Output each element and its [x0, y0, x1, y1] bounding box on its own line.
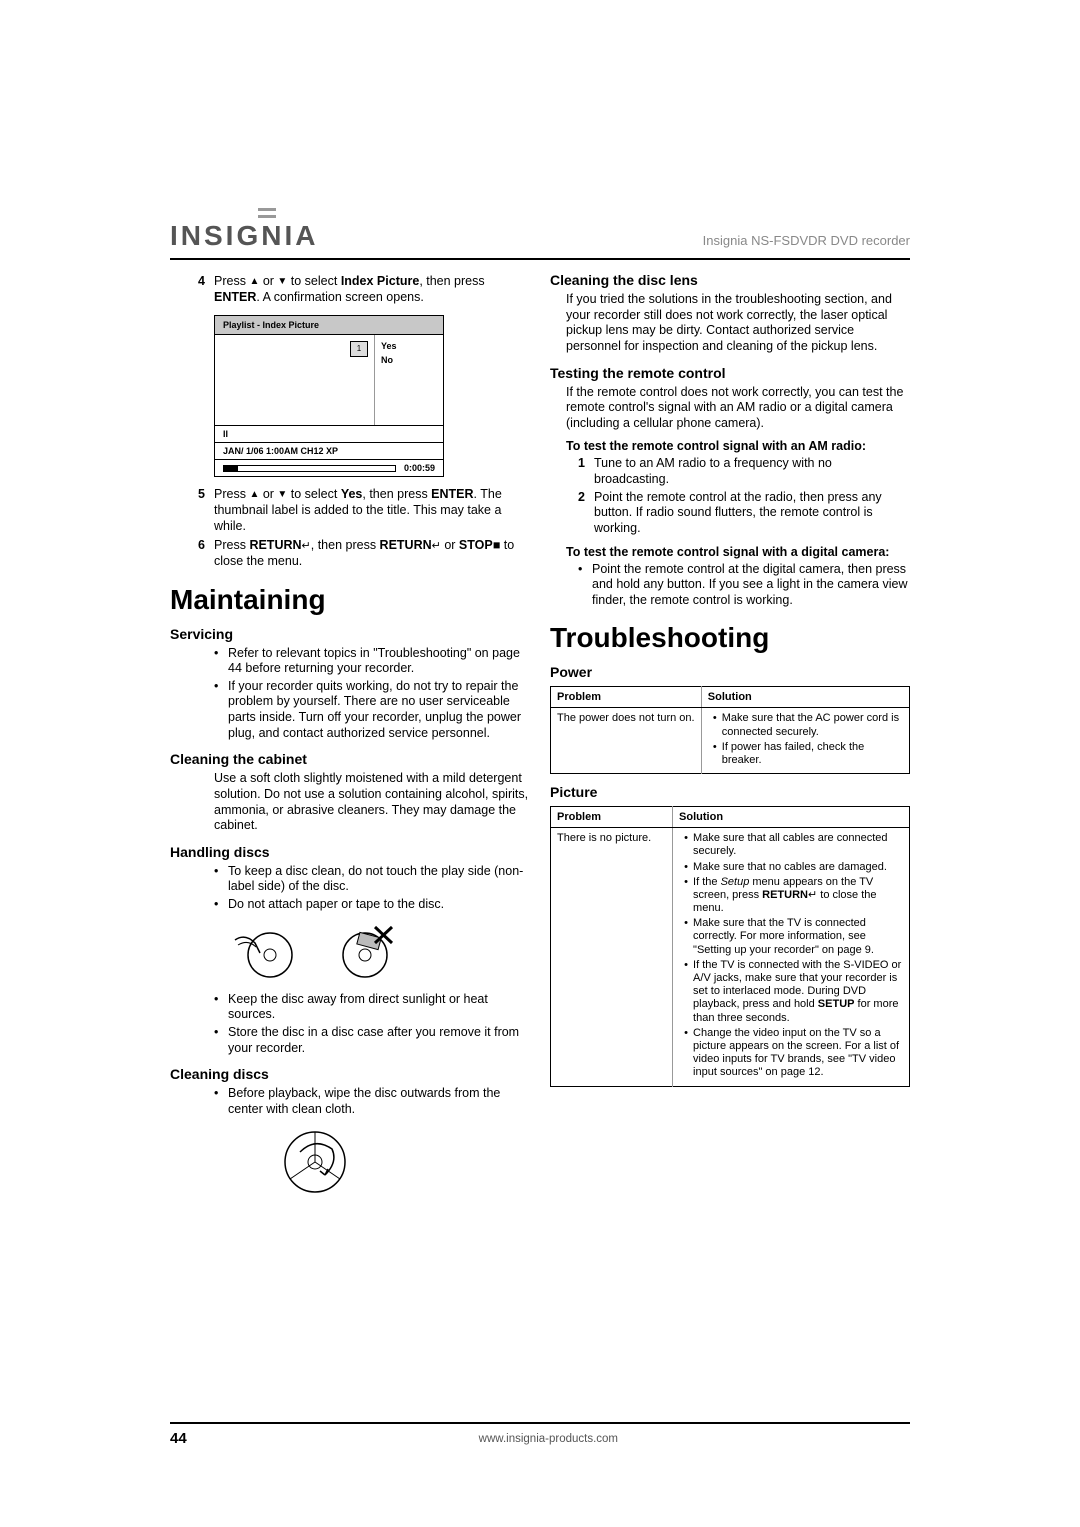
logo-accent	[258, 208, 276, 218]
down-arrow-icon: ▼	[277, 489, 287, 500]
bullet-item: •To keep a disc clean, do not touch the …	[214, 864, 530, 895]
progress-row: 0:00:59	[215, 459, 443, 476]
step-number: 4	[198, 274, 214, 305]
step-body: Press ▲ or ▼ to select Index Picture, th…	[214, 274, 530, 305]
step-number: 6	[198, 538, 214, 569]
header-row: INSIGNIA Insignia NS-FSDVDR DVD recorder	[170, 220, 910, 260]
dialog-footer: JAN/ 1/06 1:00AM CH12 XP	[215, 442, 443, 459]
logo-text: INSIGNIA	[170, 220, 318, 251]
picture-table: Problem Solution There is no picture. •M…	[550, 806, 910, 1086]
thumbnail-number: 1	[350, 341, 368, 357]
heading-picture: Picture	[550, 784, 910, 800]
right-column: Cleaning the disc lens If you tried the …	[550, 272, 910, 1197]
return-icon: ↵	[808, 889, 817, 901]
heading-servicing: Servicing	[170, 626, 530, 642]
disc-handling-icons	[230, 925, 530, 980]
heading-maintaining: Maintaining	[170, 584, 530, 616]
dialog-main: 1 Yes No	[215, 335, 443, 425]
bullet-item: •If your recorder quits working, do not …	[214, 679, 530, 742]
option-no[interactable]: No	[381, 355, 437, 365]
return-icon: ↵	[432, 540, 441, 552]
problem-cell: There is no picture.	[551, 828, 673, 1086]
power-table: Problem Solution The power does not turn…	[550, 686, 910, 774]
return-icon: ↵	[302, 540, 311, 552]
progress-bar	[223, 465, 396, 472]
dialog-options: Yes No	[375, 335, 443, 425]
step-6: 6 Press RETURN↵, then press RETURN↵ or S…	[198, 538, 530, 569]
elapsed-time: 0:00:59	[404, 463, 435, 473]
content-columns: 4 Press ▲ or ▼ to select Index Picture, …	[170, 272, 910, 1197]
dialog-title: Playlist - Index Picture	[215, 316, 443, 335]
paragraph: If you tried the solutions in the troubl…	[566, 292, 910, 355]
page-footer: 44 www.insignia-products.com	[170, 1422, 910, 1447]
product-name: Insignia NS-FSDVDR DVD recorder	[703, 233, 910, 252]
col-problem: Problem	[551, 687, 702, 708]
heading-troubleshooting: Troubleshooting	[550, 622, 910, 654]
heading-remote: Testing the remote control	[550, 365, 910, 381]
paragraph: If the remote control does not work corr…	[566, 385, 910, 432]
subheading-digital-camera: To test the remote control signal with a…	[566, 545, 910, 560]
pause-indicator: II	[215, 425, 443, 442]
disc-wipe-icon	[270, 1127, 530, 1197]
footer-url: www.insignia-products.com	[187, 1433, 910, 1445]
bullet-item: •Do not attach paper or tape to the disc…	[214, 897, 530, 913]
heading-power: Power	[550, 664, 910, 680]
heading-cabinet: Cleaning the cabinet	[170, 751, 530, 767]
step-number: 5	[198, 487, 214, 534]
solution-cell: •Make sure that all cables are connected…	[673, 828, 910, 1086]
thumbnail-area: 1	[215, 335, 375, 425]
brand-logo: INSIGNIA	[170, 220, 703, 252]
bullet-item: •Refer to relevant topics in "Troublesho…	[214, 646, 530, 677]
bullet-item: •Point the remote control at the digital…	[578, 562, 910, 609]
paragraph: Use a soft cloth slightly moistened with…	[214, 771, 530, 834]
recording-date: JAN/ 1/06 1:00AM CH12 XP	[215, 443, 443, 459]
bullet-item: •Keep the disc away from direct sunlight…	[214, 992, 530, 1023]
up-arrow-icon: ▲	[249, 276, 259, 287]
col-solution: Solution	[701, 687, 909, 708]
left-column: 4 Press ▲ or ▼ to select Index Picture, …	[170, 272, 530, 1197]
bullet-item: •Before playback, wipe the disc outwards…	[214, 1086, 530, 1117]
solution-cell: •Make sure that the AC power cord is con…	[701, 708, 909, 774]
playlist-dialog: Playlist - Index Picture 1 Yes No II JAN…	[214, 315, 444, 477]
up-arrow-icon: ▲	[249, 489, 259, 500]
page-number: 44	[170, 1430, 187, 1447]
substep: 1Tune to an AM radio to a frequency with…	[578, 456, 910, 487]
option-yes[interactable]: Yes	[381, 341, 437, 351]
heading-lens: Cleaning the disc lens	[550, 272, 910, 288]
col-solution: Solution	[673, 807, 910, 828]
down-arrow-icon: ▼	[277, 276, 287, 287]
disc-no-tape-icon	[330, 925, 400, 980]
progress-fill	[224, 466, 238, 471]
step-body: Press ▲ or ▼ to select Yes, then press E…	[214, 487, 530, 534]
heading-cleaning-discs: Cleaning discs	[170, 1066, 530, 1082]
heading-handling: Handling discs	[170, 844, 530, 860]
substep: 2Point the remote control at the radio, …	[578, 490, 910, 537]
col-problem: Problem	[551, 807, 673, 828]
step-4: 4 Press ▲ or ▼ to select Index Picture, …	[198, 274, 530, 305]
problem-cell: The power does not turn on.	[551, 708, 702, 774]
subheading-am-radio: To test the remote control signal with a…	[566, 439, 910, 454]
bullet-item: •Store the disc in a disc case after you…	[214, 1025, 530, 1056]
step-body: Press RETURN↵, then press RETURN↵ or STO…	[214, 538, 530, 569]
disc-hold-icon	[230, 925, 300, 980]
step-5: 5 Press ▲ or ▼ to select Yes, then press…	[198, 487, 530, 534]
